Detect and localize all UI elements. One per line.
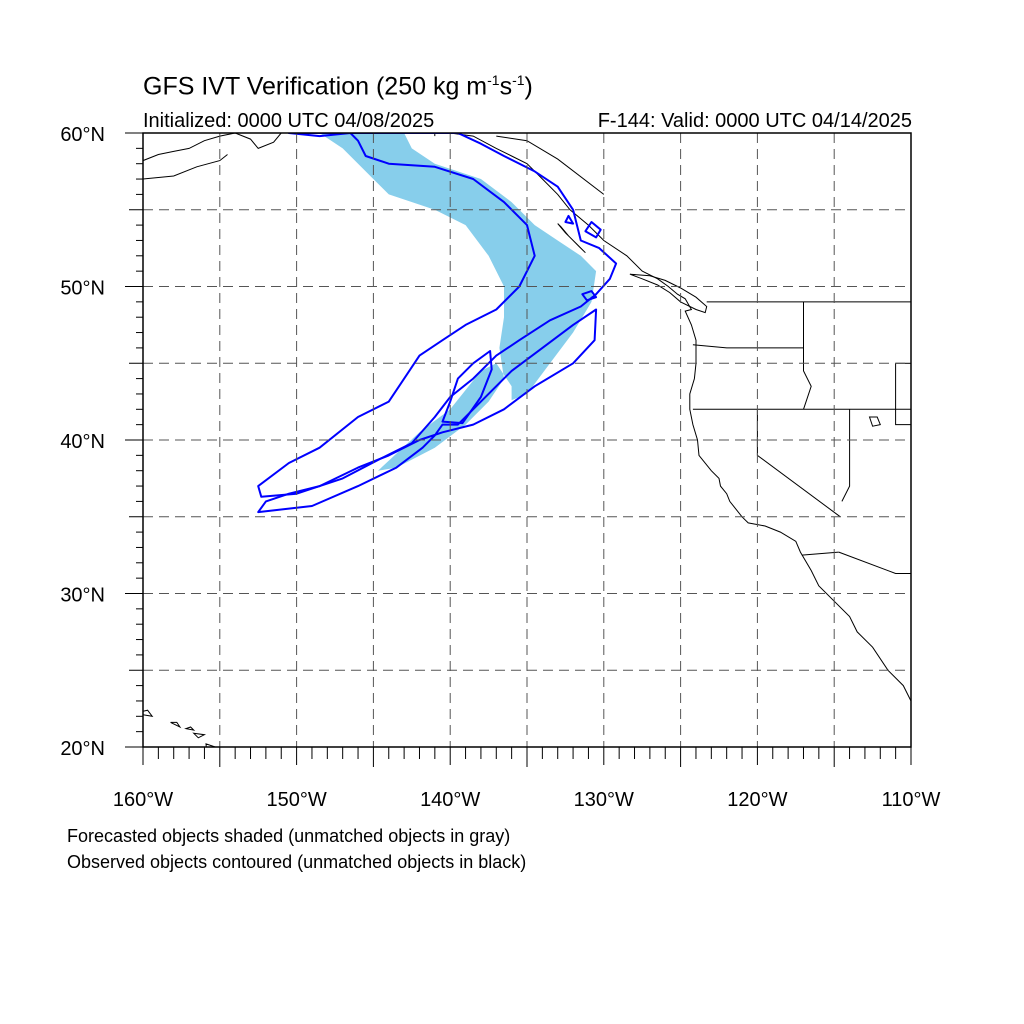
political-border: [841, 409, 851, 502]
lat-label: 20°N: [60, 738, 105, 760]
political-border: [801, 551, 839, 556]
haida-gwaii: [557, 223, 586, 254]
alaska-peninsula-coastline: [143, 154, 228, 180]
lat-label: 50°N: [60, 278, 105, 300]
political-border: [692, 344, 804, 349]
hawaii-island: [143, 709, 154, 718]
political-border: [756, 409, 841, 518]
valid-time-label: F-144: Valid: 0000 UTC 04/14/2025: [597, 110, 912, 132]
lat-label: 30°N: [60, 585, 105, 607]
hawaii-island: [192, 732, 207, 739]
observed-note: Observed objects contoured (unmatched ob…: [67, 852, 527, 872]
observed-contour-inner-2: [441, 350, 493, 425]
graticule: [143, 133, 911, 747]
lon-label: 160°W: [113, 789, 173, 811]
lon-label: 140°W: [420, 789, 480, 811]
observed-contour-inner: [257, 308, 598, 514]
hawaii-island: [184, 726, 196, 731]
political-border: [803, 301, 812, 410]
great-salt-lake: [868, 416, 881, 427]
lon-label: 120°W: [727, 789, 787, 811]
axis-ticks: [125, 132, 912, 767]
chart-title: GFS IVT Verification (250 kg m-1s-1): [143, 72, 533, 101]
vancouver-island: [629, 273, 708, 314]
initialized-label: Initialized: 0000 UTC 04/08/2025: [143, 110, 435, 132]
observed-contour-island: [581, 290, 598, 302]
hawaii-island: [170, 721, 182, 729]
lon-label: 110°W: [882, 789, 941, 811]
political-border: [838, 551, 911, 574]
axis-labels: 60°N 50°N 40°N 30°N 20°N 160°W 150°W 140°W 130°W…: [60, 124, 940, 811]
political-border: [496, 135, 605, 195]
west-coastline: [450, 133, 911, 702]
lon-label: 150°W: [266, 789, 326, 811]
forecast-note: Forecasted objects shaded (unmatched obj…: [67, 826, 511, 846]
alaska-coastline: [143, 133, 282, 162]
observed-contour-island: [584, 221, 602, 239]
lon-label: 130°W: [574, 789, 634, 811]
lat-label: 40°N: [60, 431, 105, 453]
map-frame: [142, 132, 912, 748]
observed-contour-island: [564, 214, 575, 225]
lat-label: 60°N: [60, 124, 105, 146]
political-border: [895, 363, 911, 426]
